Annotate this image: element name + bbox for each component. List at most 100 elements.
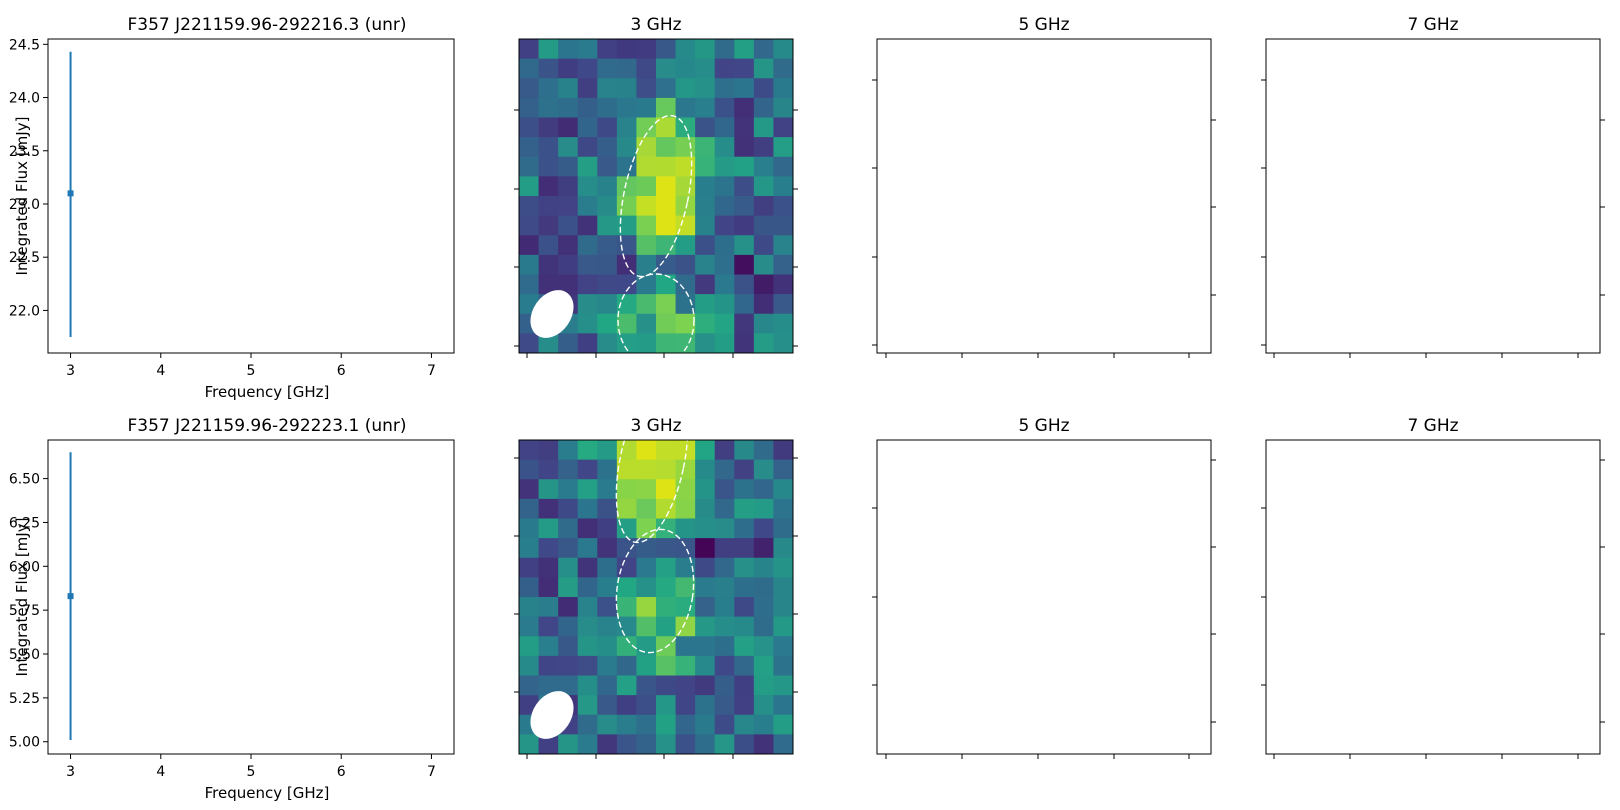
image-pixel bbox=[734, 636, 755, 657]
image-pixel bbox=[734, 39, 755, 60]
image-pixel bbox=[773, 294, 793, 315]
image-pixel bbox=[597, 675, 618, 696]
image-pixel bbox=[695, 498, 716, 520]
spectrum-panel-2: F357 J221159.96-292223.1 (unr) 5.005.255… bbox=[9, 416, 455, 802]
image-pixel bbox=[773, 313, 793, 334]
image-pixel bbox=[558, 518, 579, 539]
image-pixel bbox=[538, 333, 559, 353]
image-pixel bbox=[519, 39, 540, 60]
image-pixel bbox=[695, 58, 716, 79]
image-pixel bbox=[773, 577, 793, 598]
image-pixel bbox=[519, 137, 540, 158]
image-pixel bbox=[714, 440, 735, 461]
image-pixel bbox=[734, 675, 755, 696]
image-panel-7ghz-1: 7 GHz bbox=[1261, 15, 1605, 358]
image-pixel bbox=[753, 616, 775, 637]
image-pixel bbox=[538, 78, 559, 99]
image-pixel bbox=[558, 117, 579, 138]
image-pixel bbox=[773, 196, 793, 217]
tick-marks bbox=[1261, 79, 1605, 358]
image-pixel bbox=[558, 58, 579, 79]
image-pixel bbox=[616, 156, 638, 177]
image-pixel bbox=[616, 695, 638, 716]
image-pixel bbox=[695, 78, 716, 99]
image-pixel bbox=[597, 695, 618, 716]
source-region-ellipse bbox=[619, 114, 693, 278]
image-pixel bbox=[577, 616, 598, 637]
image-pixel bbox=[714, 498, 735, 520]
image-pixel bbox=[753, 518, 775, 539]
image-pixel bbox=[636, 196, 657, 217]
image-pixel bbox=[519, 459, 540, 480]
image-pixel bbox=[636, 498, 657, 520]
image-pixel bbox=[636, 235, 657, 256]
image-pixel bbox=[773, 137, 793, 158]
image-pixel bbox=[577, 294, 598, 315]
image-pixel bbox=[577, 498, 598, 520]
image-pixel bbox=[734, 557, 755, 578]
image-pixel bbox=[773, 176, 793, 197]
image-pixel bbox=[753, 58, 775, 79]
x-tick-label: 4 bbox=[156, 363, 165, 379]
y-tick-label: 5.50 bbox=[9, 647, 40, 663]
image-pixel bbox=[773, 440, 793, 461]
image-pixel bbox=[636, 459, 657, 480]
image-pixel bbox=[538, 176, 559, 197]
image-pixel bbox=[519, 97, 540, 119]
image-pixel bbox=[616, 577, 638, 598]
image-pixel bbox=[519, 734, 540, 754]
image-pixel bbox=[538, 196, 559, 217]
image-pixel bbox=[753, 675, 775, 696]
y-tick-label: 23.5 bbox=[9, 144, 40, 160]
image-pixel bbox=[558, 235, 579, 256]
x-tick-label: 7 bbox=[427, 363, 436, 379]
image-pixel bbox=[558, 734, 579, 754]
image-pixel bbox=[597, 215, 618, 236]
x-tick-label: 3 bbox=[66, 764, 75, 780]
image-pixel bbox=[773, 538, 793, 559]
image-pixel bbox=[656, 557, 677, 578]
image-pixel bbox=[753, 597, 775, 618]
panel-title: F357 J221159.96-292223.1 (unr) bbox=[127, 416, 406, 436]
image-pixel bbox=[695, 695, 716, 716]
image-pixel bbox=[695, 675, 716, 696]
image-pixel bbox=[753, 636, 775, 657]
image-pixel bbox=[773, 78, 793, 99]
beam-ellipse bbox=[530, 290, 574, 338]
image-pixel bbox=[519, 156, 540, 177]
panel-title: 7 GHz bbox=[1407, 15, 1458, 35]
axes-frame bbox=[1265, 439, 1601, 755]
x-axis-label: Frequency [GHz] bbox=[205, 383, 330, 401]
image-pixel bbox=[577, 215, 598, 236]
image-pixel bbox=[577, 78, 598, 99]
y-axis-label: Integrated Flux [mJy] bbox=[13, 518, 31, 677]
image-pixel bbox=[519, 196, 540, 217]
image-pixel bbox=[636, 156, 657, 177]
image-pixel bbox=[773, 675, 793, 696]
image-pixel bbox=[616, 616, 638, 637]
image-pixel bbox=[656, 714, 677, 735]
image-pixel bbox=[714, 137, 735, 158]
image-pixel bbox=[734, 176, 755, 197]
image-pixel bbox=[636, 176, 657, 197]
panel-title: F357 J221159.96-292216.3 (unr) bbox=[127, 15, 406, 35]
image-pixel bbox=[753, 714, 775, 735]
image-pixel bbox=[616, 597, 638, 618]
image-pixel bbox=[616, 655, 638, 677]
image-pixel bbox=[773, 254, 793, 276]
y-tick-label: 6.50 bbox=[9, 472, 40, 488]
image-pixel bbox=[519, 440, 540, 461]
image-pixel bbox=[773, 655, 793, 677]
panel-title: 3 GHz bbox=[630, 15, 681, 35]
image-pixel bbox=[714, 235, 735, 256]
image-pixel bbox=[656, 215, 677, 236]
image-pixel bbox=[753, 333, 775, 353]
image-pixel bbox=[714, 734, 735, 754]
image-pixel bbox=[519, 577, 540, 598]
image-pixel bbox=[675, 196, 696, 217]
image-pixel bbox=[656, 137, 677, 158]
image-pixel bbox=[519, 176, 540, 197]
image-pixel bbox=[675, 97, 696, 119]
image-pixel bbox=[656, 294, 677, 315]
